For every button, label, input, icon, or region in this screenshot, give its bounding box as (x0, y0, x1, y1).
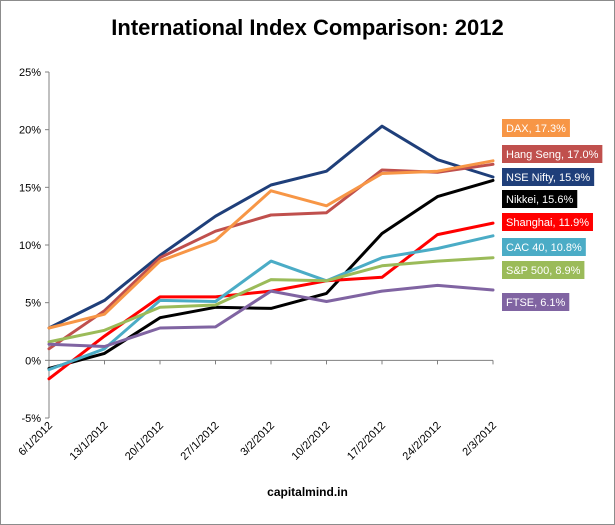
y-tick-label: 0% (25, 355, 41, 367)
chart-title: International Index Comparison: 2012 (111, 15, 504, 40)
series-line-nse-nifty (47, 124, 495, 330)
x-tick-label: 2/3/2012 (460, 420, 499, 459)
x-tick-label: 10/2/2012 (290, 420, 333, 463)
y-tick-label: 10% (19, 240, 41, 252)
x-tick-label: 20/1/2012 (123, 420, 166, 463)
legend-box-dax (502, 119, 570, 137)
legend-label-dax: DAX, 17.3% (506, 123, 566, 135)
legend-label-ftse: FTSE, 6.1% (506, 297, 566, 309)
series-line-ftse (47, 283, 495, 348)
x-tick-label: 13/1/2012 (68, 420, 111, 463)
y-tick-label: -5% (21, 413, 41, 425)
legend-label-s-p-500: S&P 500, 8.9% (506, 265, 581, 277)
legend-label-shanghai: Shanghai, 11.9% (506, 217, 589, 229)
series-line-cac-40 (47, 234, 495, 372)
legend-label-hang-seng: Hang Seng, 17.0% (506, 149, 599, 161)
legend-box-nse-nifty (502, 168, 595, 186)
legend-label-cac-40: CAC 40, 10.8% (506, 242, 582, 254)
legend-box-shanghai (502, 213, 593, 231)
x-tick-label: 27/1/2012 (179, 420, 222, 463)
legend-box-ftse (502, 293, 570, 311)
legend-label-nikkei: Nikkei, 15.6% (506, 194, 573, 206)
y-tick-label: 20% (19, 125, 41, 137)
legend-box-s-p-500 (502, 261, 585, 279)
y-tick-label: 5% (25, 298, 41, 310)
y-tick-label: 25% (19, 67, 41, 79)
series-line-dax (47, 159, 495, 330)
legend-box-hang-seng (502, 145, 603, 163)
chart-footer: capitalmind.in (267, 485, 348, 499)
legend-label-nse-nifty: NSE Nifty, 15.9% (506, 172, 590, 184)
x-tick-label: 6/1/2012 (16, 420, 55, 459)
series-line-s-p-500 (47, 256, 495, 344)
x-tick-label: 3/2/2012 (238, 420, 277, 459)
legend-box-nikkei (502, 190, 578, 208)
legend-box-cac-40 (502, 238, 586, 256)
x-tick-label: 24/2/2012 (401, 420, 444, 463)
x-tick-label: 17/2/2012 (345, 420, 388, 463)
y-tick-label: 15% (19, 182, 41, 194)
